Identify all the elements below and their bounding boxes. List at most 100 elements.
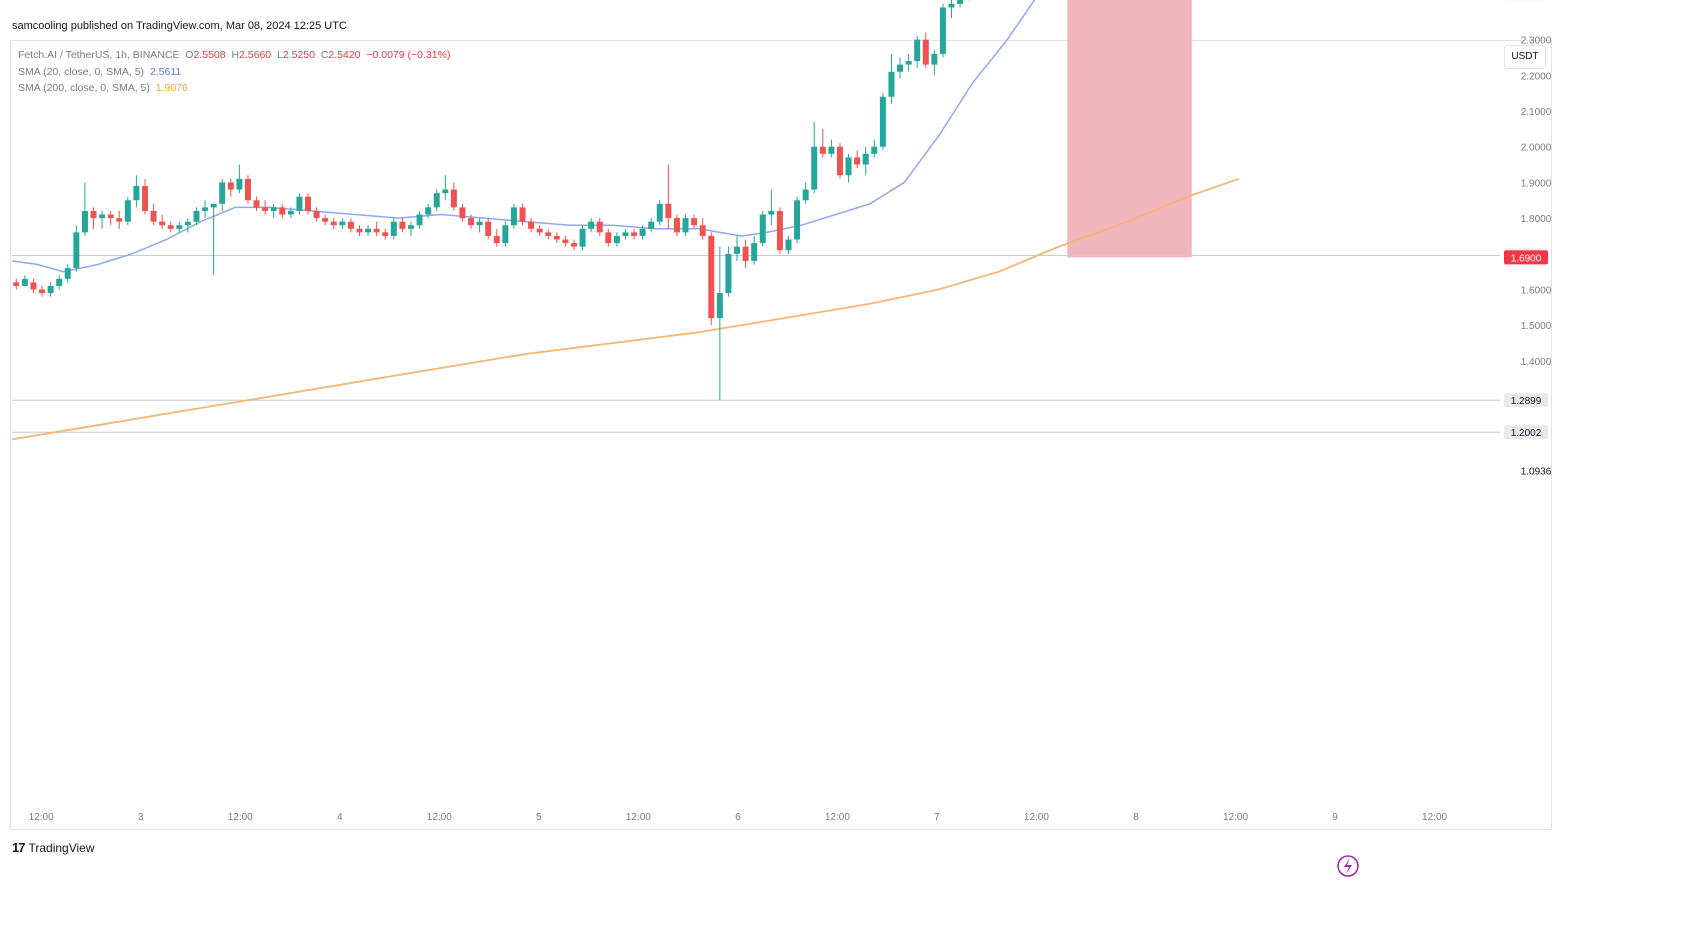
- candle[interactable]: [236, 164, 243, 194]
- candle[interactable]: [570, 239, 577, 251]
- candle[interactable]: [862, 146, 869, 176]
- candle[interactable]: [811, 121, 818, 194]
- candle[interactable]: [656, 200, 663, 226]
- candle[interactable]: [879, 93, 886, 151]
- candle[interactable]: [133, 175, 140, 208]
- candle[interactable]: [47, 282, 54, 297]
- candle[interactable]: [210, 203, 217, 276]
- candle[interactable]: [450, 182, 457, 211]
- candle[interactable]: [116, 210, 123, 229]
- candle[interactable]: [631, 228, 638, 240]
- candle[interactable]: [90, 207, 97, 229]
- candle[interactable]: [287, 207, 294, 219]
- candle[interactable]: [751, 235, 758, 265]
- candle[interactable]: [776, 207, 783, 254]
- candle[interactable]: [81, 182, 88, 236]
- candle[interactable]: [356, 225, 363, 236]
- candle[interactable]: [588, 218, 595, 233]
- candle[interactable]: [159, 214, 166, 229]
- candle[interactable]: [219, 178, 226, 211]
- candle[interactable]: [270, 203, 277, 219]
- candle[interactable]: [468, 214, 475, 229]
- candle[interactable]: [871, 139, 878, 158]
- candle[interactable]: [716, 246, 723, 401]
- candle[interactable]: [682, 214, 689, 236]
- candle[interactable]: [502, 221, 509, 247]
- sma200-row[interactable]: SMA (200, close, 0, SMA, 5) 1.9076: [18, 80, 450, 97]
- candle[interactable]: [99, 210, 106, 229]
- candle[interactable]: [244, 175, 251, 204]
- candle[interactable]: [56, 275, 63, 290]
- candle[interactable]: [768, 189, 775, 226]
- candle[interactable]: [596, 218, 603, 236]
- candle[interactable]: [802, 182, 809, 204]
- candle[interactable]: [382, 228, 389, 240]
- candle[interactable]: [785, 235, 792, 254]
- candle[interactable]: [922, 32, 929, 69]
- candle[interactable]: [253, 196, 260, 211]
- candle[interactable]: [13, 278, 20, 290]
- candle[interactable]: [227, 178, 234, 197]
- candle[interactable]: [313, 207, 320, 222]
- candle[interactable]: [279, 203, 286, 219]
- candle[interactable]: [39, 285, 46, 297]
- candle[interactable]: [553, 232, 560, 244]
- candle[interactable]: [476, 218, 483, 233]
- candle[interactable]: [390, 218, 397, 240]
- candle[interactable]: [905, 53, 912, 72]
- candle[interactable]: [339, 218, 346, 229]
- symbol-name[interactable]: Fetch.AI / TetherUS, 1h, BINANCE: [18, 49, 180, 61]
- candle[interactable]: [485, 218, 492, 240]
- candle[interactable]: [322, 214, 329, 226]
- candle[interactable]: [759, 210, 766, 247]
- candle[interactable]: [622, 228, 629, 240]
- sma20-row[interactable]: SMA (20, close, 0, SMA, 5) 2.5611: [18, 64, 450, 81]
- candle[interactable]: [433, 189, 440, 211]
- candle[interactable]: [305, 193, 312, 215]
- candle[interactable]: [407, 221, 414, 236]
- candle[interactable]: [691, 214, 698, 229]
- candle[interactable]: [21, 275, 28, 286]
- candle[interactable]: [836, 143, 843, 179]
- candle[interactable]: [639, 225, 646, 240]
- candle[interactable]: [416, 210, 423, 229]
- candle[interactable]: [528, 218, 535, 233]
- candle[interactable]: [794, 196, 801, 244]
- candle[interactable]: [665, 164, 672, 229]
- candle[interactable]: [150, 203, 157, 226]
- candle[interactable]: [948, 0, 955, 19]
- candle[interactable]: [854, 150, 861, 169]
- candle[interactable]: [708, 232, 715, 326]
- candle[interactable]: [124, 196, 131, 226]
- candle[interactable]: [373, 221, 380, 236]
- candle[interactable]: [673, 214, 680, 236]
- candle[interactable]: [699, 218, 706, 240]
- candle[interactable]: [107, 210, 114, 226]
- candle[interactable]: [845, 153, 852, 183]
- candle[interactable]: [202, 200, 209, 219]
- candle[interactable]: [296, 193, 303, 215]
- candle[interactable]: [184, 218, 191, 233]
- candle[interactable]: [605, 228, 612, 247]
- candle[interactable]: [30, 278, 37, 294]
- candle[interactable]: [262, 200, 269, 215]
- candle[interactable]: [330, 218, 337, 229]
- candle[interactable]: [828, 139, 835, 158]
- candle[interactable]: [347, 218, 354, 233]
- candle[interactable]: [914, 36, 921, 69]
- sma200-line[interactable]: [11, 177, 1240, 441]
- candle[interactable]: [519, 203, 526, 226]
- candle[interactable]: [562, 235, 569, 247]
- candle[interactable]: [493, 228, 500, 247]
- candle[interactable]: [193, 207, 200, 226]
- candle[interactable]: [399, 218, 406, 233]
- candle[interactable]: [73, 225, 80, 272]
- candle[interactable]: [648, 218, 655, 233]
- tradingview-logo[interactable]: 17 TradingView: [12, 840, 95, 855]
- candle[interactable]: [579, 225, 586, 251]
- candle[interactable]: [819, 128, 826, 158]
- candle[interactable]: [742, 239, 749, 269]
- candle[interactable]: [545, 228, 552, 240]
- stop-zone[interactable]: [1067, 0, 1192, 258]
